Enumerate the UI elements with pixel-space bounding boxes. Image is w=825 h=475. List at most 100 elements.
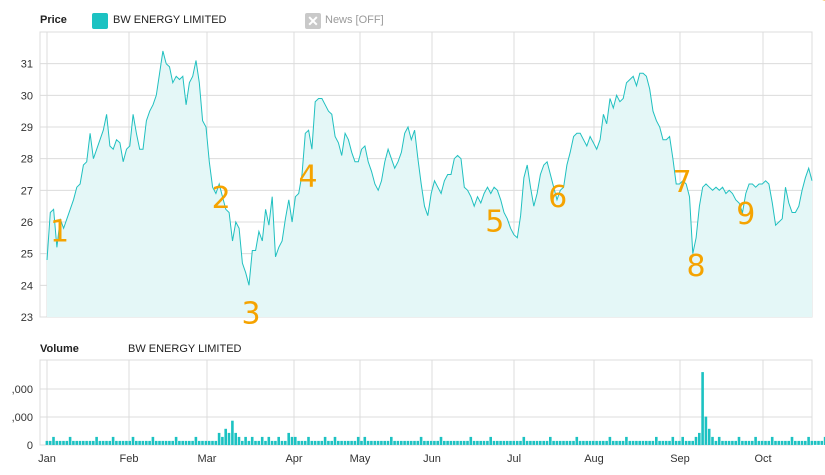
volume-bar[interactable] [731, 440, 734, 445]
volume-bar[interactable] [95, 436, 98, 445]
volume-bar[interactable] [664, 440, 668, 445]
volume-bar[interactable] [476, 440, 479, 445]
volume-bar[interactable] [55, 440, 59, 445]
volume-bar[interactable] [343, 440, 347, 445]
volume-bar[interactable] [598, 440, 602, 445]
volume-bar[interactable] [250, 436, 254, 445]
volume-bar[interactable] [684, 440, 688, 445]
volume-bar[interactable] [184, 440, 188, 445]
volume-bar[interactable] [585, 440, 588, 445]
volume-bar[interactable] [446, 440, 449, 445]
volume-bar[interactable] [674, 440, 678, 445]
volume-bar[interactable] [300, 440, 304, 445]
volume-bar[interactable] [797, 440, 800, 445]
volume-bar[interactable] [406, 440, 410, 445]
volume-bar[interactable] [241, 440, 244, 445]
volume-bar[interactable] [280, 440, 284, 445]
volume-bar[interactable] [221, 436, 224, 445]
volume-bar[interactable] [135, 440, 138, 445]
volume-bar[interactable] [125, 440, 128, 445]
volume-bar[interactable] [234, 432, 237, 446]
volume-bar[interactable] [148, 440, 151, 445]
volume-bar[interactable] [499, 440, 502, 445]
volume-bar[interactable] [320, 440, 324, 445]
volume-bar[interactable] [704, 416, 708, 445]
volume-bar[interactable] [694, 436, 698, 445]
volume-bar[interactable] [45, 440, 49, 445]
volume-bar[interactable] [492, 440, 496, 445]
volume-bar[interactable] [787, 440, 790, 445]
volume-bar[interactable] [717, 436, 721, 445]
volume-bar[interactable] [270, 440, 274, 445]
volume-bar[interactable] [770, 436, 774, 445]
volume-bar[interactable] [572, 440, 575, 445]
volume-bar[interactable] [539, 440, 542, 445]
volume-bar[interactable] [88, 440, 92, 445]
volume-bar[interactable] [224, 428, 227, 445]
volume-bar[interactable] [416, 440, 420, 445]
volume-bar[interactable] [82, 440, 85, 445]
volume-bar[interactable] [52, 436, 55, 445]
volume-bar[interactable] [661, 440, 665, 445]
volume-bar[interactable] [244, 436, 247, 445]
volume-bar[interactable] [605, 440, 608, 445]
volume-bar[interactable] [774, 440, 777, 445]
volume-bar[interactable] [611, 440, 615, 445]
volume-bar[interactable] [204, 440, 208, 445]
volume-bar[interactable] [635, 440, 638, 445]
volume-bar[interactable] [207, 440, 211, 445]
volume-bar[interactable] [615, 440, 618, 445]
volume-bar[interactable] [247, 440, 251, 445]
volume-bar[interactable] [101, 440, 105, 445]
volume-bar[interactable] [78, 440, 82, 445]
volume-bar[interactable] [287, 432, 290, 446]
volume-bar[interactable] [171, 440, 174, 445]
volume-bar[interactable] [347, 440, 350, 445]
volume-bar[interactable] [264, 440, 267, 445]
volume-bar[interactable] [522, 436, 526, 445]
volume-bar[interactable] [327, 440, 330, 445]
volume-bar[interactable] [92, 440, 95, 445]
volume-bar[interactable] [284, 440, 287, 445]
volume-bar[interactable] [651, 440, 655, 445]
price-line[interactable] [46, 50, 813, 286]
volume-bar[interactable] [496, 440, 499, 445]
volume-bar[interactable] [502, 440, 506, 445]
volume-bar[interactable] [317, 440, 320, 445]
volume-bar[interactable] [373, 440, 377, 445]
volume-bar[interactable] [777, 440, 781, 445]
volume-bar[interactable] [151, 436, 155, 445]
volume-bar[interactable] [380, 440, 383, 445]
volume-bar[interactable] [353, 440, 357, 445]
volume-bar[interactable] [469, 436, 473, 445]
volume-bar[interactable] [800, 440, 804, 445]
volume-bar[interactable] [592, 440, 595, 445]
volume-bar[interactable] [608, 436, 612, 445]
volume-bar[interactable] [439, 436, 443, 445]
volume-bar[interactable] [621, 440, 625, 445]
volume-bar[interactable] [466, 440, 469, 445]
volume-bar[interactable] [744, 440, 747, 445]
volume-bar[interactable] [578, 440, 582, 445]
volume-bar[interactable] [75, 440, 78, 445]
volume-bar[interactable] [274, 440, 277, 445]
volume-bar[interactable] [85, 440, 88, 445]
volume-bar[interactable] [794, 440, 797, 445]
volume-bar[interactable] [227, 432, 231, 446]
volume-bar[interactable] [386, 440, 390, 445]
volume-bar[interactable] [456, 440, 459, 445]
volume-bar[interactable] [267, 436, 271, 445]
volume-bar[interactable] [297, 440, 300, 445]
volume-bar[interactable] [433, 440, 436, 445]
volume-bar[interactable] [370, 440, 373, 445]
volume-bar[interactable] [565, 440, 569, 445]
volume-bar[interactable] [575, 436, 579, 445]
volume-bar[interactable] [751, 440, 754, 445]
volume-bar[interactable] [509, 440, 512, 445]
volume-bar[interactable] [671, 436, 675, 445]
volume-bar[interactable] [482, 440, 486, 445]
volume-bar[interactable] [823, 436, 825, 445]
volume-bar[interactable] [396, 440, 400, 445]
volume-bar[interactable] [668, 440, 671, 445]
